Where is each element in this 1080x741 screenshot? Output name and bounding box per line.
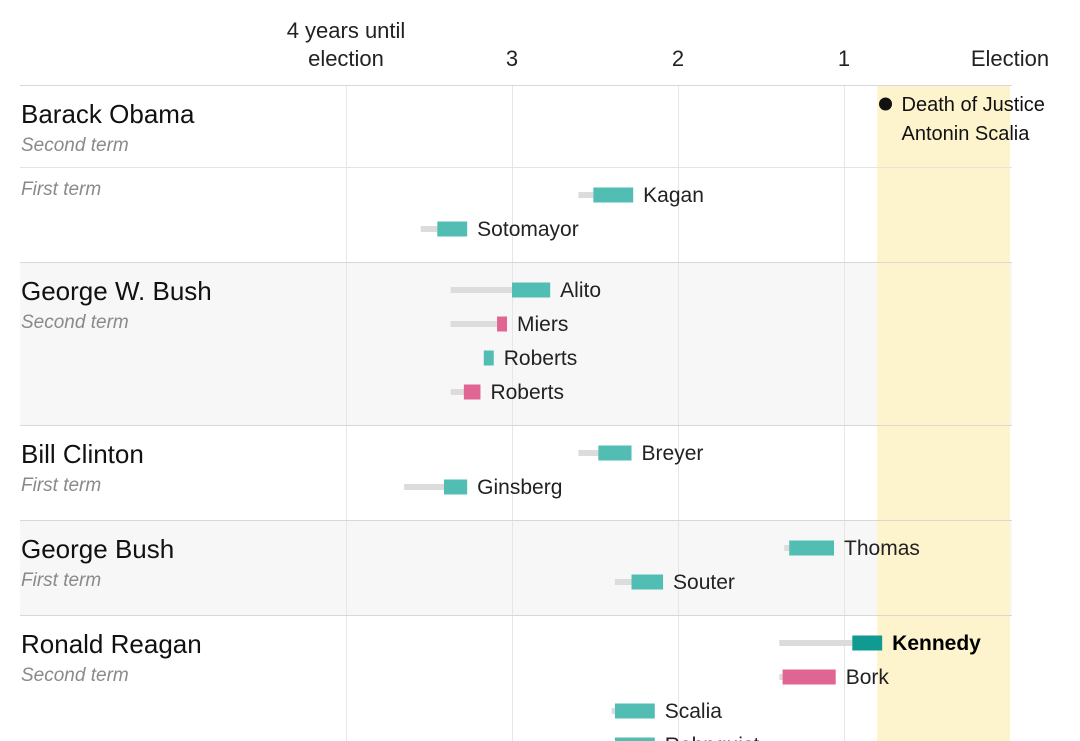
x-tick-label-1: 1 [838, 46, 850, 71]
nominee-thomas: Thomas [784, 537, 920, 560]
annotation-dot [879, 97, 893, 111]
nominee-breyer: Breyer [578, 442, 703, 465]
term-label: Second term [21, 665, 129, 686]
vacancy-wait-bar [779, 640, 853, 646]
nominee-label: Sotomayor [477, 218, 579, 241]
vacancy-wait-bar [578, 192, 594, 198]
term-label: Second term [21, 135, 129, 156]
nomination-bar [631, 574, 664, 590]
nomination-bar [598, 445, 632, 461]
vacancy-wait-bar [450, 389, 464, 395]
nominee-roberts: Roberts [450, 381, 564, 404]
x-tick-label-4-line-2: election [308, 46, 384, 71]
annotation-layer: Death of Justice Antonin Scalia [879, 94, 1045, 145]
nomination-bar [463, 384, 481, 400]
nominee-roberts: Roberts [483, 347, 578, 370]
vacancy-wait-bar [779, 674, 783, 680]
president-name: Barack Obama [21, 99, 195, 129]
nominee-kagan: Kagan [578, 184, 704, 207]
president-labels: Barack Obama Second term First term George … [21, 99, 212, 686]
nomination-bar [614, 737, 655, 741]
nominee-sotomayor: Sotomayor [420, 218, 579, 241]
president-name: George W. Bush [21, 276, 212, 306]
nomination-bar [789, 540, 835, 556]
election-band [877, 85, 1010, 741]
vacancy-wait-bar [450, 321, 498, 327]
president-name: Ronald Reagan [21, 629, 202, 659]
nomination-bar [497, 316, 508, 332]
term-label: First term [21, 570, 101, 591]
row-background-4 [20, 520, 1012, 615]
vacancy-wait-bar [404, 484, 444, 490]
annotation-line-2: Antonin Scalia [902, 123, 1031, 145]
vacancy-wait-bar [611, 708, 615, 714]
nomination-bar [593, 187, 634, 203]
annotation-line-1: Death of Justice [902, 94, 1045, 116]
vacancy-wait-bar [614, 579, 632, 585]
nomination-bar [483, 350, 494, 366]
x-tick-label-3: 3 [506, 46, 518, 71]
nominee-label: Roberts [504, 347, 578, 370]
nominee-bars: Kagan Sotomayor Alito Miers Roberts Roberts Br… [404, 184, 981, 741]
election-band-layer [877, 85, 1010, 741]
nomination-bar [782, 669, 836, 685]
nominee-alito: Alito [450, 279, 601, 302]
nominee-scalia: Scalia [611, 700, 723, 723]
nominee-label: Rehnquist [665, 734, 760, 741]
nominee-label: Kagan [643, 184, 704, 207]
nominee-ginsberg: Ginsberg [404, 476, 562, 499]
nominee-label: Thomas [844, 537, 920, 560]
nominee-label: Kennedy [892, 632, 981, 655]
row-separator-layer [20, 85, 1012, 616]
president-name: Bill Clinton [21, 439, 144, 469]
nominee-label: Bork [846, 666, 890, 689]
nominee-label: Breyer [642, 442, 704, 465]
nominee-souter: Souter [614, 571, 735, 594]
nomination-bar [614, 703, 655, 719]
nomination-bar [437, 221, 468, 237]
nominee-label: Ginsberg [477, 476, 562, 499]
president-name: George Bush [21, 534, 174, 564]
vacancy-wait-bar [420, 226, 438, 232]
term-label: First term [21, 475, 101, 496]
nominee-miers: Miers [450, 313, 568, 336]
x-tick-label-2: 2 [672, 46, 684, 71]
nominee-label: Miers [517, 313, 568, 336]
nomination-bar [512, 282, 551, 298]
x-tick-label-4-line-1: 4 years until [287, 18, 406, 43]
term-label: First term [21, 179, 101, 200]
nominee-label: Scalia [665, 700, 723, 723]
vacancy-wait-bar [578, 450, 599, 456]
vacancy-wait-bar [450, 287, 512, 293]
term-label: Second term [21, 312, 129, 333]
nomination-bar [852, 635, 883, 651]
nominee-label: Alito [560, 279, 601, 302]
nominee-kennedy: Kennedy [779, 632, 981, 655]
x-tick-label-election: Election [971, 46, 1049, 71]
nominee-label: Souter [673, 571, 735, 594]
nominee-rehnquist: Rehnquist [614, 734, 760, 741]
x-axis-labels: 4 years until election 3 2 1 Election [287, 18, 1049, 71]
nominee-bork: Bork [779, 666, 889, 689]
vacancy-wait-bar [784, 545, 790, 551]
gridline-layer [346, 85, 845, 741]
nominee-label: Roberts [490, 381, 564, 404]
nomination-bar [443, 479, 468, 495]
